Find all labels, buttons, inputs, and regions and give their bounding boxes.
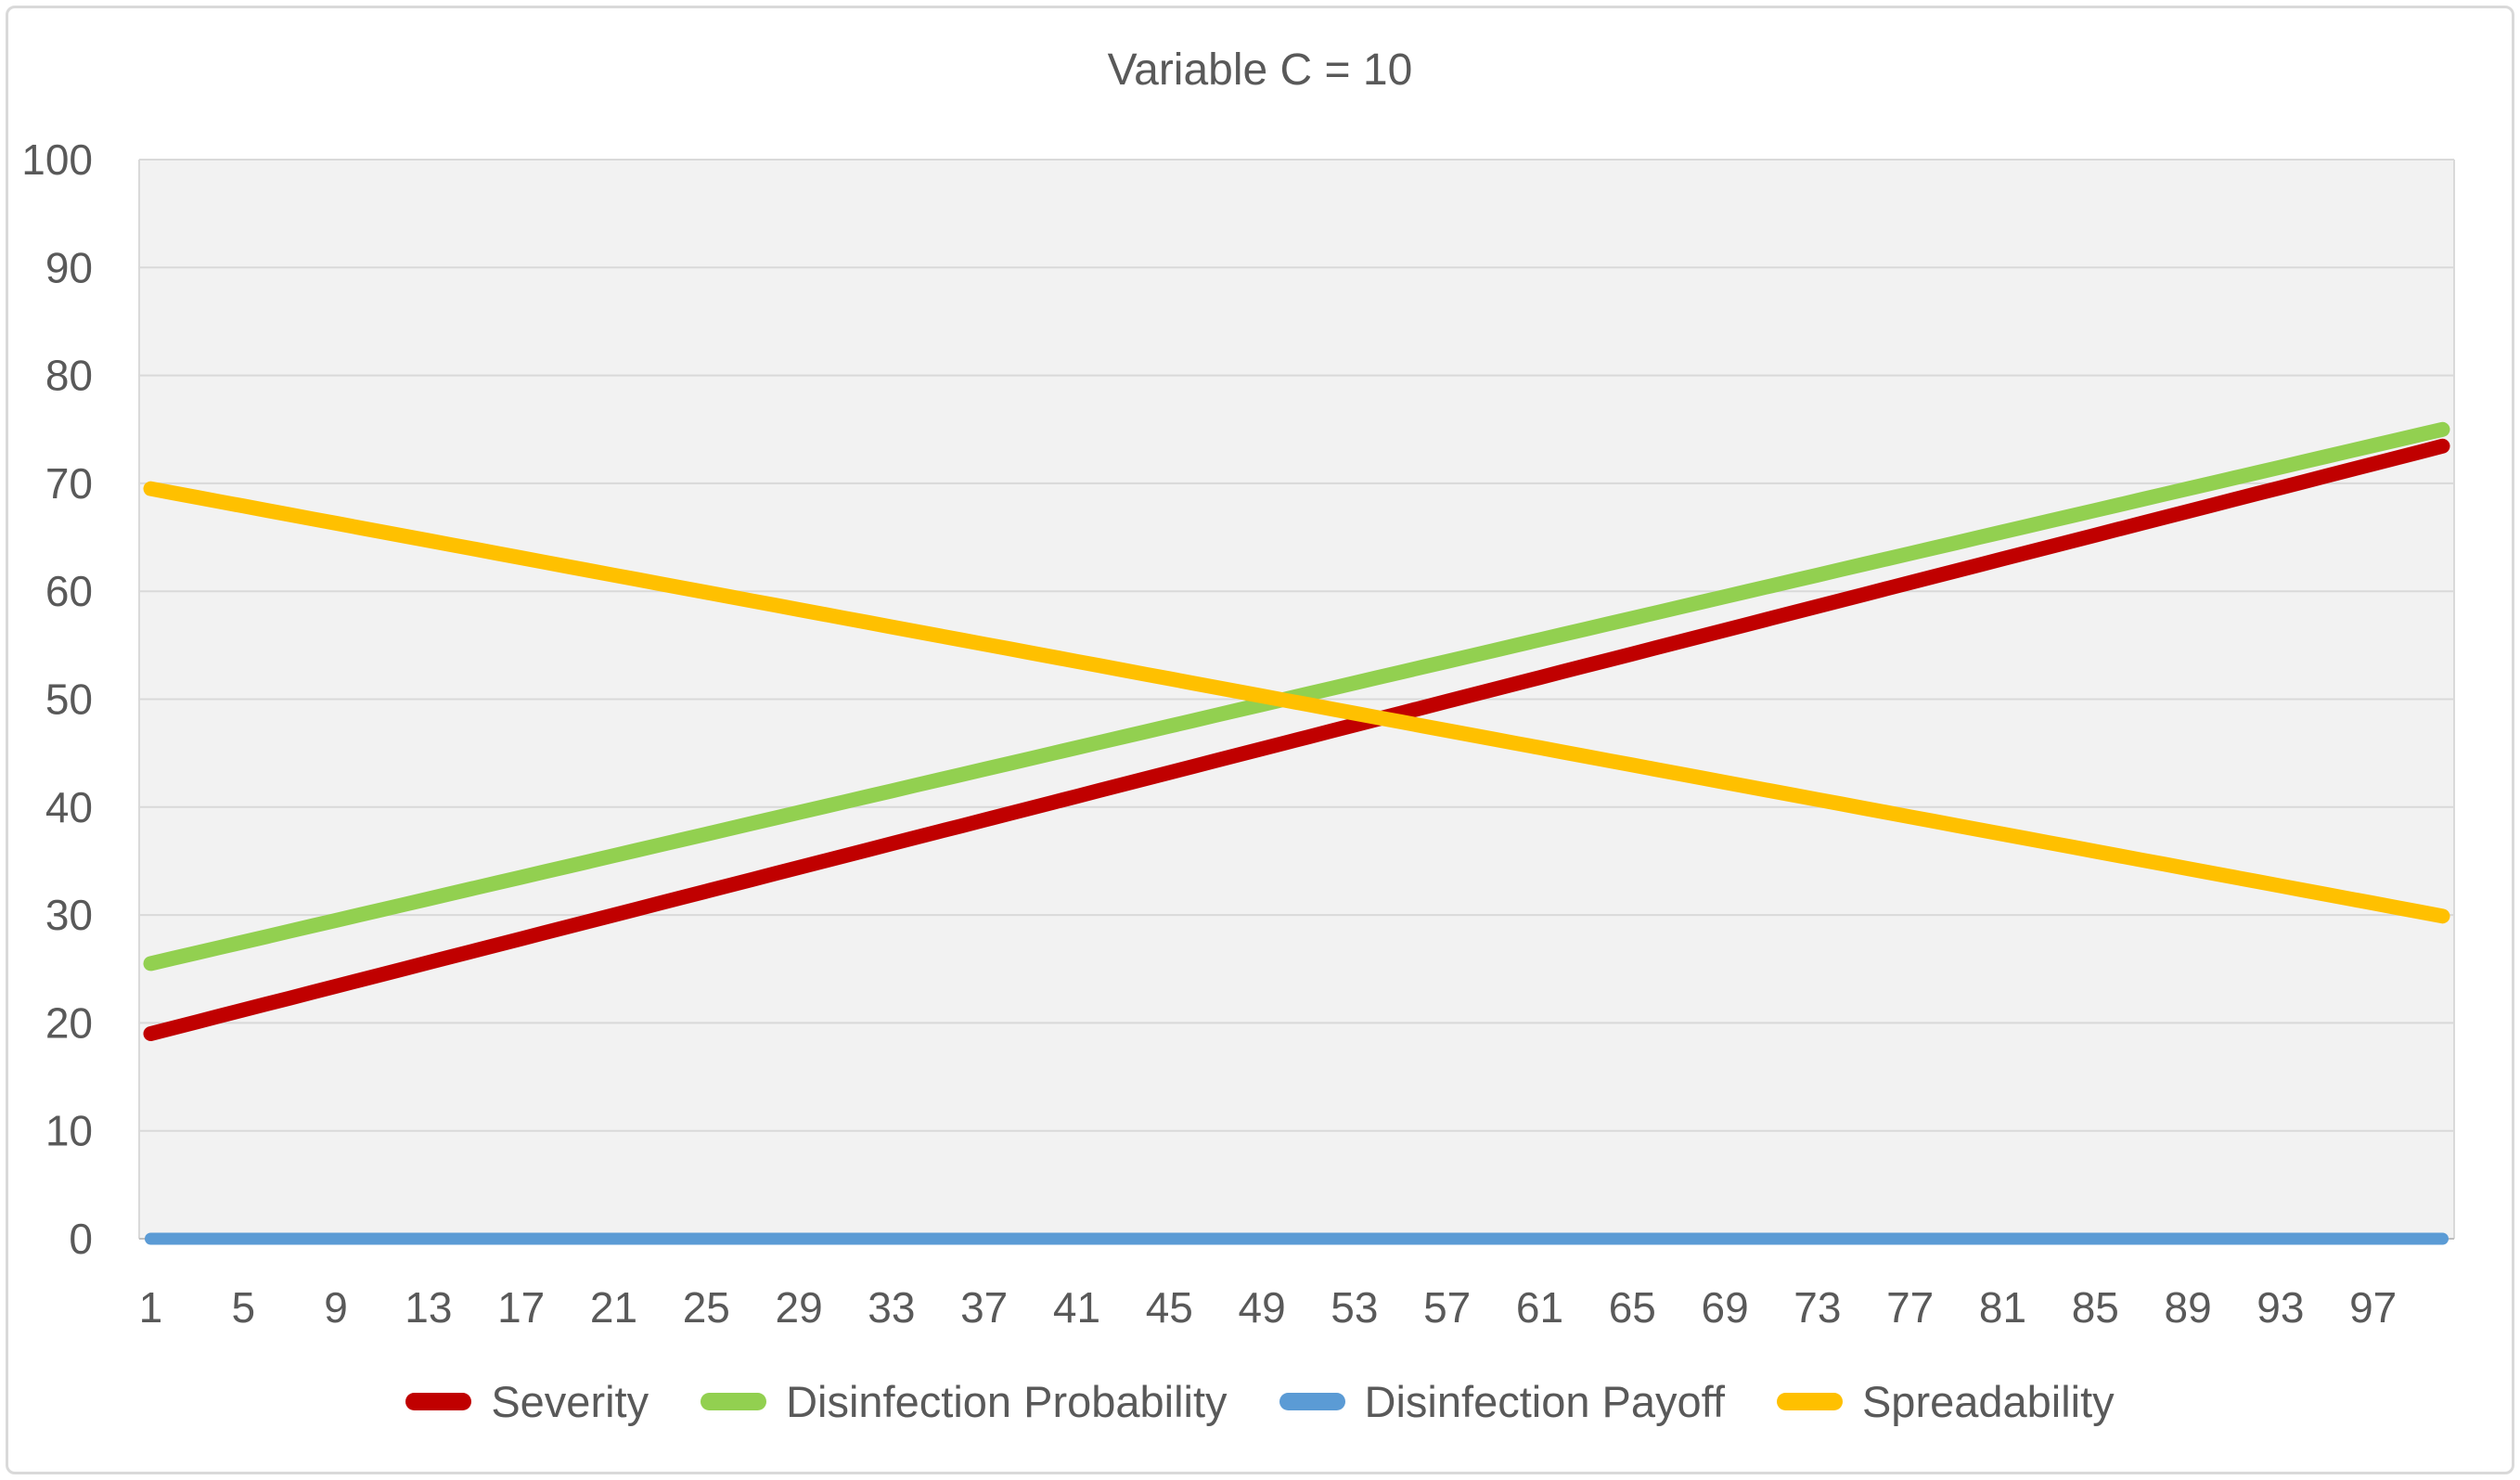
- x-tick-label: 77: [1886, 1283, 1934, 1332]
- legend-swatch-spreadability-icon: [1776, 1393, 1843, 1410]
- legend-swatch-disinfection-payoff-icon: [1279, 1393, 1345, 1410]
- x-tick-label: 57: [1423, 1283, 1471, 1332]
- x-tick-label: 69: [1701, 1283, 1748, 1332]
- y-tick-label: 80: [45, 352, 93, 400]
- legend-label-severity: Severity: [491, 1377, 649, 1426]
- y-tick-label: 20: [45, 998, 93, 1047]
- series-line-spreadability: [143, 481, 2450, 924]
- x-tick-label: 33: [868, 1283, 915, 1332]
- x-tick-label: 81: [1979, 1283, 2026, 1332]
- x-tick-label: 41: [1053, 1283, 1100, 1332]
- x-tick-label: 37: [960, 1283, 1008, 1332]
- x-tick-label: 53: [1331, 1283, 1378, 1332]
- x-tick-label: 25: [683, 1283, 730, 1332]
- legend-label-disinfection-probability: Disinfection Probability: [786, 1377, 1228, 1426]
- x-tick-label: 73: [1794, 1283, 1841, 1332]
- y-tick-label: 0: [69, 1215, 93, 1263]
- x-tick-label: 21: [590, 1283, 637, 1332]
- x-tick-label: 85: [2072, 1283, 2119, 1332]
- y-tick-label: 10: [45, 1107, 93, 1155]
- y-tick-label: 90: [45, 243, 93, 291]
- x-tick-label: 45: [1146, 1283, 1193, 1332]
- x-tick-label: 13: [405, 1283, 452, 1332]
- legend-swatch-severity-icon: [405, 1393, 472, 1410]
- series-line-severity: [143, 438, 2450, 1041]
- y-tick-label: 50: [45, 676, 93, 724]
- legend-item-spreadability: Spreadability: [1776, 1376, 2115, 1427]
- y-tick-label: 30: [45, 891, 93, 939]
- x-tick-label: 97: [2349, 1283, 2397, 1332]
- chart-title: Variable C = 10: [1107, 45, 1413, 95]
- x-tick-label: 29: [775, 1283, 822, 1332]
- x-tick-label: 93: [2256, 1283, 2304, 1332]
- legend: Severity Disinfection Probability Disinf…: [0, 1376, 2520, 1427]
- legend-label-disinfection-payoff: Disinfection Payoff: [1364, 1377, 1725, 1426]
- x-tick-label: 1: [139, 1283, 163, 1332]
- x-tick-label: 9: [324, 1283, 348, 1332]
- legend-item-disinfection-payoff: Disinfection Payoff: [1279, 1376, 1725, 1427]
- y-tick-label: 60: [45, 567, 93, 615]
- legend-label-spreadability: Spreadability: [1861, 1377, 2115, 1426]
- y-tick-label: 70: [45, 459, 93, 508]
- legend-swatch-disinfection-probability-icon: [701, 1393, 767, 1410]
- x-tick-label: 17: [497, 1283, 545, 1332]
- x-tick-label: 49: [1238, 1283, 1285, 1332]
- y-tick-label: 40: [45, 783, 93, 831]
- x-tick-label: 61: [1516, 1283, 1563, 1332]
- x-tick-label: 65: [1609, 1283, 1656, 1332]
- x-tick-label: 5: [231, 1283, 255, 1332]
- legend-item-severity: Severity: [405, 1376, 649, 1427]
- y-tick-label: 100: [21, 135, 93, 184]
- legend-item-disinfection-probability: Disinfection Probability: [701, 1376, 1228, 1427]
- x-tick-label: 89: [2164, 1283, 2211, 1332]
